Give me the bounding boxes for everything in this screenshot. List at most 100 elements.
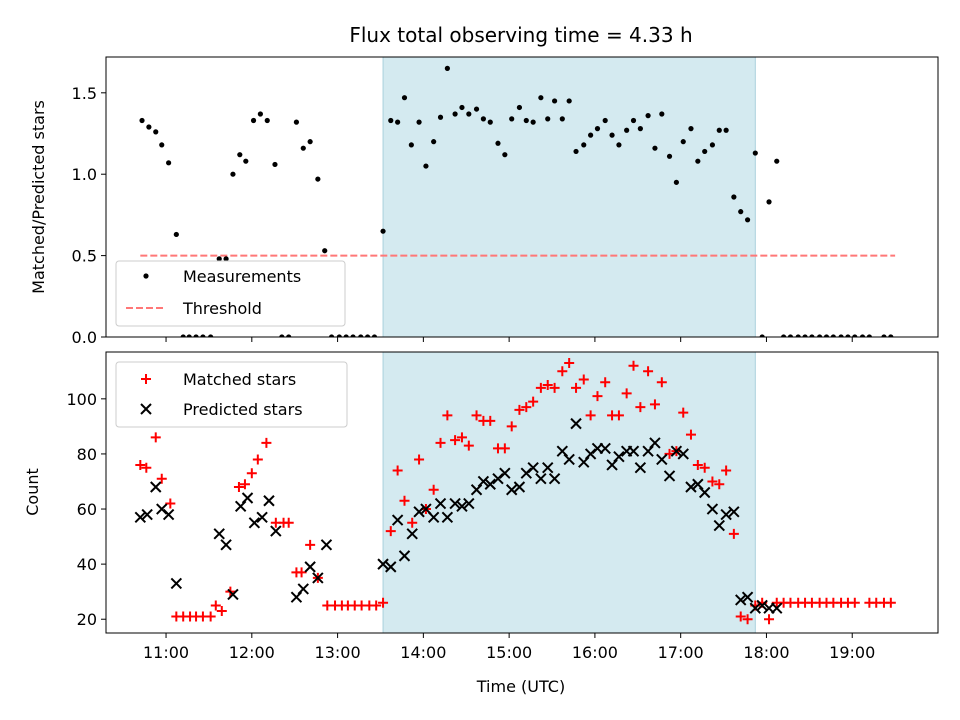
measurement-point (257, 111, 263, 117)
predicted-stars-point (527, 461, 539, 474)
measurement-point (752, 150, 758, 156)
matched-stars-point (728, 528, 739, 539)
matched-stars-point (239, 479, 250, 490)
measurement-point (173, 231, 179, 238)
predicted-stars-point (241, 492, 254, 504)
measurement-point (545, 116, 551, 122)
legend-measurements-label: Measurements (183, 267, 301, 286)
y-tick-label: 60 (77, 500, 97, 519)
matched-stars-point (135, 459, 146, 470)
measurement-point (594, 126, 601, 132)
matched-stars-point (399, 495, 410, 506)
predicted-stars-point (513, 481, 526, 493)
matched-stars-point (252, 454, 263, 465)
y-tick-label: 1.5 (72, 84, 97, 103)
measurement-point (146, 124, 152, 130)
matched-stars-point (564, 358, 575, 369)
measurement-point (817, 334, 823, 337)
measurement-point (645, 113, 651, 119)
measurement-point (416, 119, 422, 125)
measurement-point (845, 334, 851, 337)
matched-stars-point (592, 391, 603, 402)
measurement-point (516, 104, 523, 111)
matched-stars-point (442, 410, 453, 421)
measurement-point (766, 199, 772, 205)
matched-stars-point (485, 415, 496, 426)
matched-stars-point (450, 435, 461, 446)
matched-stars-point (150, 432, 161, 443)
predicted-stars-point (304, 561, 316, 573)
matched-stars-point (407, 517, 418, 528)
predicted-stars-point (427, 511, 440, 524)
measurement-point (459, 104, 465, 111)
measurement-point (452, 111, 458, 117)
measurement-point (139, 117, 145, 124)
predicted-stars-point (162, 508, 175, 521)
predicted-stars-point (677, 448, 689, 460)
measurement-point (538, 95, 544, 101)
matched-stars-point (210, 600, 221, 611)
matched-stars-point (283, 517, 294, 528)
matched-stars-point (585, 410, 596, 421)
predicted-stars-point (398, 550, 411, 562)
measurement-point (153, 129, 159, 135)
predicted-stars-point (441, 511, 454, 524)
matched-stars-point (721, 465, 732, 476)
measurement-point (581, 142, 587, 148)
measurement-point (230, 171, 236, 177)
predicted-stars-point (377, 558, 389, 570)
predicted-stars-point (263, 495, 275, 507)
legend-predicted-marker (140, 403, 152, 415)
measurement-point (200, 334, 206, 337)
measurement-point (279, 334, 285, 337)
legend-box (115, 260, 346, 327)
series-measurements (139, 65, 894, 337)
x-tick-label: 13:00 (315, 643, 361, 662)
predicted-stars-point (434, 497, 447, 510)
matched-stars-point (205, 611, 216, 622)
measurement-point (401, 95, 408, 101)
measurement-point (365, 334, 371, 337)
measurement-point (774, 158, 780, 164)
predicted-stars-point (484, 478, 496, 490)
predicted-stars-point (141, 508, 153, 521)
measurement-point (680, 139, 686, 145)
measurement-point (551, 98, 558, 104)
measurement-point (823, 334, 830, 337)
measurement-point (652, 145, 658, 151)
predicted-stars-point (599, 442, 611, 455)
measurement-point (852, 334, 858, 337)
predicted-stars-point (756, 599, 768, 612)
y-tick-label: 40 (77, 555, 97, 574)
matched-stars-point (549, 382, 560, 393)
matched-stars-point (392, 465, 403, 476)
matched-stars-point (506, 421, 517, 432)
predicted-stars-point (463, 497, 475, 510)
measurement-point (624, 127, 630, 133)
bottom-y-axis-label: Count (23, 468, 42, 516)
measurement-point (738, 209, 744, 215)
matched-stars-point (692, 459, 703, 470)
predicted-stars-point (706, 503, 719, 515)
matched-stars-point (521, 402, 532, 413)
measurement-point (466, 111, 472, 117)
measurement-point (473, 106, 480, 112)
matched-stars-point (246, 468, 257, 479)
predicted-stars-point (634, 461, 647, 474)
predicted-stars-point (248, 517, 261, 529)
measurement-point (388, 117, 394, 124)
plot-area (134, 352, 896, 633)
x-axis-label: Time (UTC) (476, 677, 565, 696)
matched-stars-point (613, 410, 624, 421)
measurement-point (731, 194, 737, 200)
predicted-stars-point (312, 572, 324, 584)
x-tick-label: 15:00 (486, 643, 532, 662)
predicted-stars-point (320, 539, 333, 551)
predicted-stars-point (548, 473, 561, 485)
legend-measurement-marker (143, 273, 149, 279)
measurement-point (300, 145, 306, 151)
predicted-stars-point (499, 467, 511, 479)
matched-stars-point (643, 366, 654, 377)
matched-stars-point (165, 498, 176, 509)
measurement-point (237, 152, 243, 158)
